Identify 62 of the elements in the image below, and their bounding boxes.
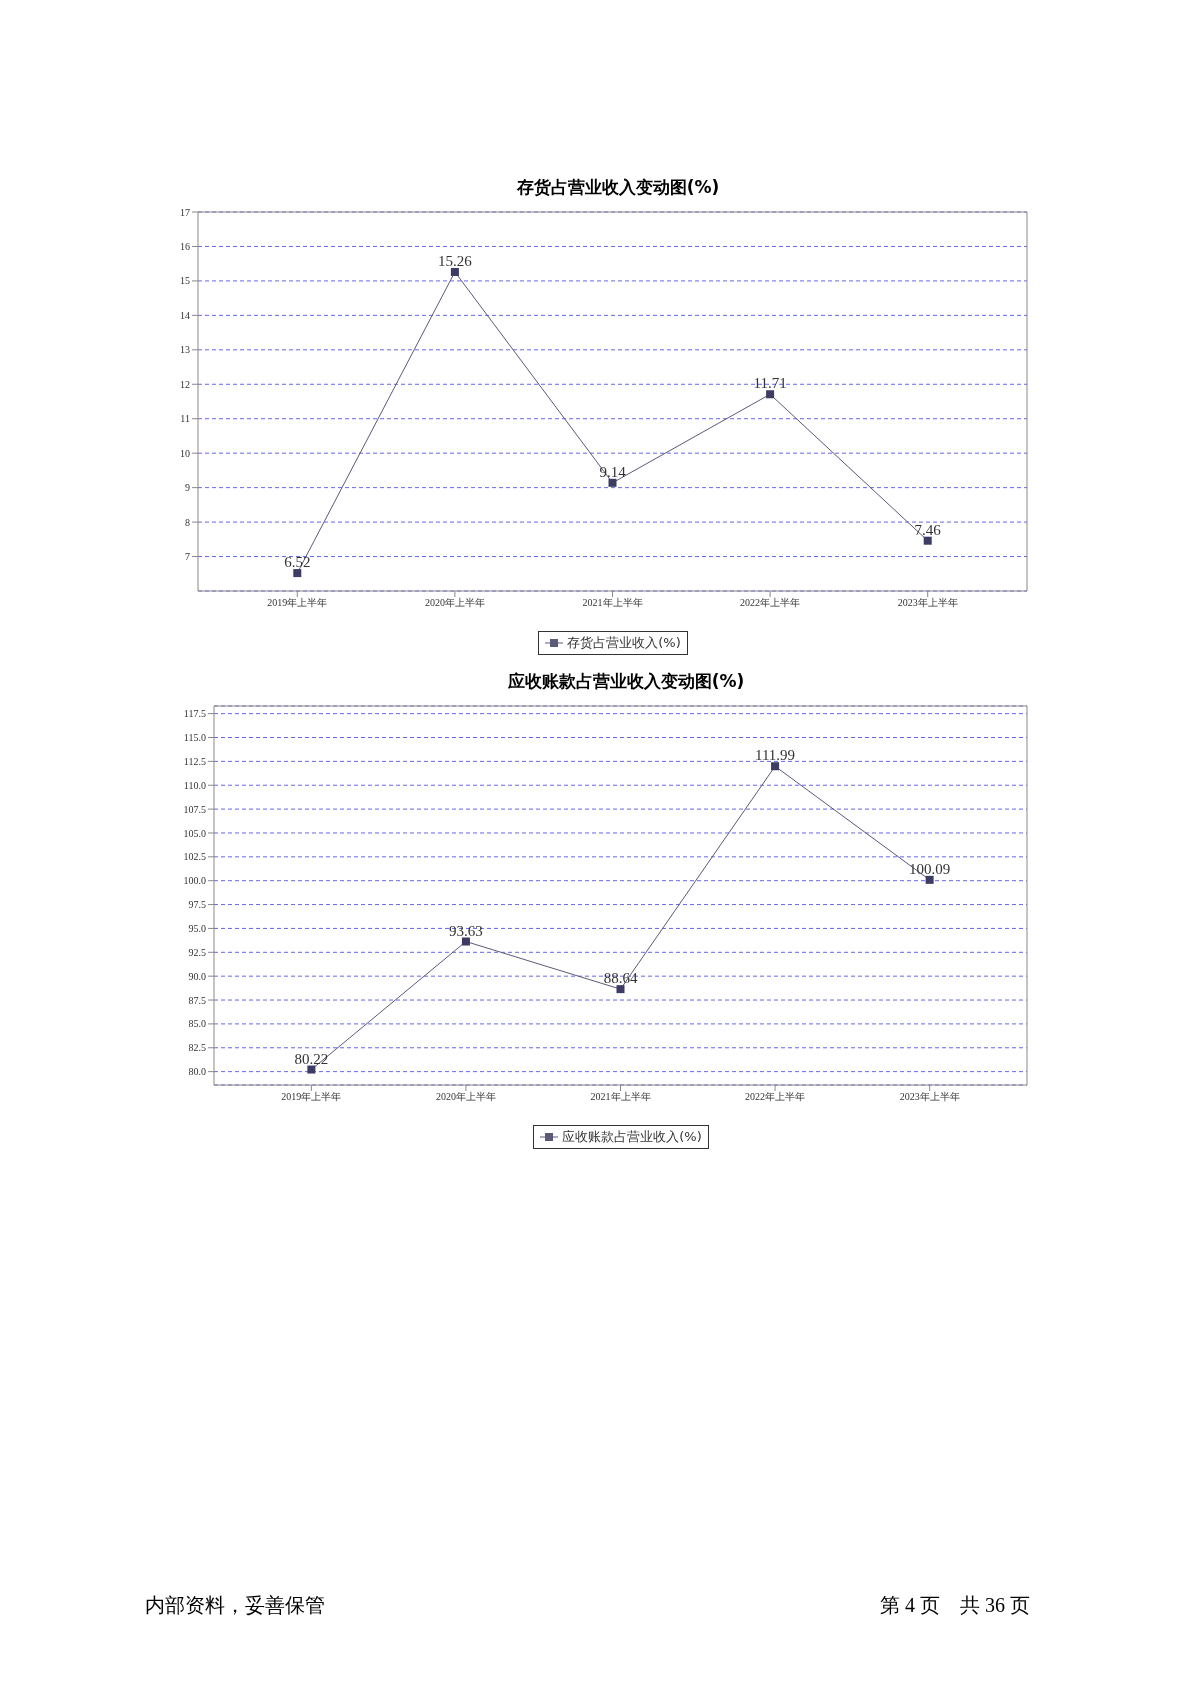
point xyxy=(608,478,617,487)
point xyxy=(461,937,470,946)
y-tick-label: 13 xyxy=(180,344,190,356)
x-tick-label: 2021年上半年 xyxy=(582,597,643,609)
data-label: 6.52 xyxy=(284,554,311,571)
data-label: 80.22 xyxy=(294,1050,329,1067)
chart-title: 存货占营业收入变动图(%) xyxy=(515,176,721,199)
x-tick-label: 2019年上半年 xyxy=(267,597,328,609)
y-tick-label: 8 xyxy=(185,516,190,528)
y-tick-label: 115.0 xyxy=(183,732,206,744)
text: 第 4 页 共 36 页 xyxy=(880,1593,1030,1618)
x-tick-label: 2020年上半年 xyxy=(435,1091,496,1103)
point xyxy=(766,390,775,399)
point xyxy=(293,569,302,578)
y-tick-label: 16 xyxy=(180,241,190,252)
y-tick-label: 107.5 xyxy=(183,803,206,815)
data-label: 111.99 xyxy=(754,747,796,764)
y-tick-label: 85.0 xyxy=(188,1018,206,1030)
y-tick-label: 11 xyxy=(180,413,190,425)
chart-title: 应收账款占营业收入变动图(%) xyxy=(506,670,746,693)
x-tick-label: 2020年上半年 xyxy=(424,597,485,609)
text: 内部资料，妥善保管 xyxy=(145,1593,325,1618)
y-tick-label: 82.5 xyxy=(188,1042,206,1054)
x-tick-label: 2021年上半年 xyxy=(590,1091,651,1103)
y-tick-label: 110.0 xyxy=(183,779,206,791)
y-tick-label: 15 xyxy=(180,275,190,287)
point xyxy=(307,1065,316,1074)
y-tick-label: 7 xyxy=(185,551,190,563)
data-label: 88.64 xyxy=(603,970,638,987)
legend-label: 应收账款占营业收入(%) xyxy=(561,1128,702,1146)
y-tick-label: 9 xyxy=(185,482,190,494)
legend-label: 存货占营业收入(%) xyxy=(566,634,681,652)
x-tick-label: 2022年上半年 xyxy=(740,597,801,609)
y-tick-label: 112.5 xyxy=(183,755,206,767)
y-tick-label: 117.5 xyxy=(183,708,206,720)
y-tick-label: 90.0 xyxy=(188,970,206,982)
y-tick-label: 105.0 xyxy=(183,827,206,839)
x-tick-label: 2023年上半年 xyxy=(899,1091,960,1103)
y-tick-label: 10 xyxy=(180,447,190,459)
point xyxy=(771,762,780,771)
y-tick-label: 17 xyxy=(180,206,190,218)
data-label: 15.26 xyxy=(438,252,473,269)
data-label: 9.14 xyxy=(599,463,627,480)
x-tick-label: 2022年上半年 xyxy=(745,1091,806,1103)
x-tick-label: 2019年上半年 xyxy=(281,1091,342,1103)
x-tick-label: 2023年上半年 xyxy=(897,597,958,609)
point xyxy=(925,875,934,884)
data-label: 7.46 xyxy=(914,521,942,538)
y-tick-label: 14 xyxy=(180,309,190,321)
y-tick-label: 95.0 xyxy=(188,922,206,934)
y-tick-label: 100.0 xyxy=(183,875,206,887)
point xyxy=(450,267,459,276)
y-tick-label: 12 xyxy=(180,378,190,390)
data-label: 93.63 xyxy=(449,922,483,939)
y-tick-label: 87.5 xyxy=(188,994,206,1006)
y-tick-label: 97.5 xyxy=(188,899,206,911)
y-tick-label: 80.0 xyxy=(188,1066,206,1078)
y-tick-label: 102.5 xyxy=(183,851,206,863)
point xyxy=(616,985,625,994)
point xyxy=(923,536,932,545)
y-tick-label: 92.5 xyxy=(188,946,206,958)
data-label: 11.71 xyxy=(753,375,787,392)
